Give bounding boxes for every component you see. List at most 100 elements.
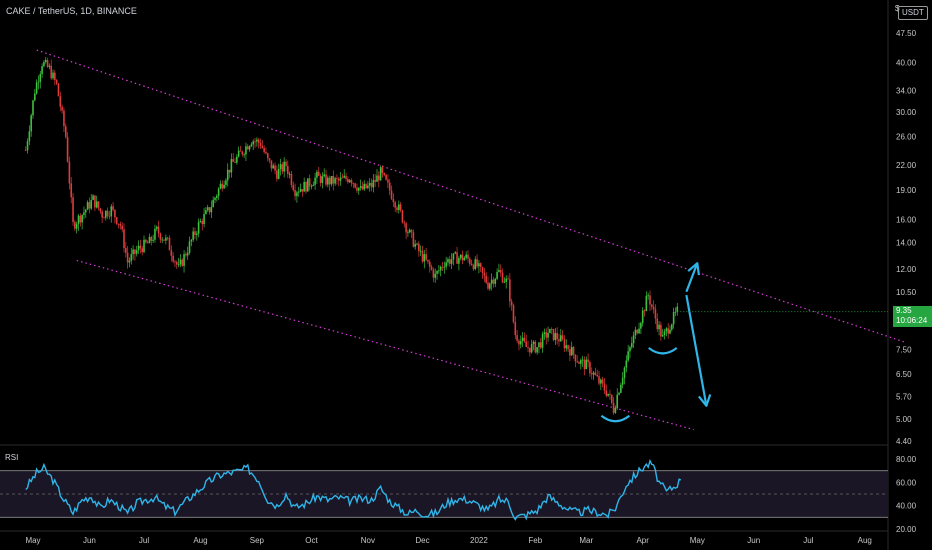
candle-body xyxy=(172,255,174,262)
candle-body xyxy=(259,142,262,147)
candle-body xyxy=(256,139,258,142)
candle-body xyxy=(441,266,444,268)
candle-body xyxy=(181,259,184,266)
time-tick-label: May xyxy=(25,536,40,545)
candle-body xyxy=(472,264,475,270)
candle-body xyxy=(661,335,664,337)
candle-body xyxy=(671,324,673,330)
candle-body xyxy=(285,161,287,167)
candle-body xyxy=(332,175,335,184)
candle-body xyxy=(63,110,65,127)
candle-body xyxy=(105,210,107,218)
candle-body xyxy=(287,166,289,175)
price-tick-label: 5.00 xyxy=(896,415,912,424)
candle-body xyxy=(587,359,589,363)
candle-body xyxy=(214,197,216,200)
candle-body xyxy=(139,245,142,249)
candle-body xyxy=(434,273,437,278)
candle-body xyxy=(545,332,548,338)
candle-body xyxy=(459,254,462,259)
candle-body xyxy=(623,367,626,378)
candle-body xyxy=(630,343,633,348)
price-tick-label: 19.00 xyxy=(896,186,917,195)
candle-body xyxy=(367,185,369,189)
candle-body xyxy=(305,182,307,192)
candle-body xyxy=(50,65,52,79)
rsi-tick-label: 80.00 xyxy=(896,455,917,464)
candle-body xyxy=(196,233,198,235)
candle-body xyxy=(474,259,477,270)
candle-body xyxy=(112,206,114,210)
candle-body xyxy=(612,402,615,413)
bottom-curve-marker xyxy=(648,347,678,355)
candle-body xyxy=(325,174,327,185)
candle-body xyxy=(37,81,40,83)
candle-body xyxy=(303,182,305,192)
candle-body xyxy=(252,141,255,145)
candle-body xyxy=(312,184,315,186)
rsi-label: RSI xyxy=(5,453,19,462)
candle-body xyxy=(512,305,515,323)
candle-body xyxy=(363,183,366,190)
candle-body xyxy=(125,248,127,253)
candle-body xyxy=(347,178,349,183)
candle-body xyxy=(552,329,555,341)
candle-body xyxy=(59,96,62,107)
time-tick-label: Aug xyxy=(193,536,207,545)
last-price-label: 9.35 10:06:24 xyxy=(893,306,932,327)
candle-body xyxy=(669,329,671,334)
candle-body xyxy=(660,324,662,337)
candle-body xyxy=(319,175,322,183)
candle-body xyxy=(525,341,528,348)
candle-body xyxy=(640,322,642,329)
candle-body xyxy=(452,253,455,260)
candle-body xyxy=(126,252,129,263)
currency-button[interactable]: USDT xyxy=(898,6,928,20)
time-tick-label: Jun xyxy=(83,536,96,545)
candle-body xyxy=(385,174,387,180)
time-tick-label: Feb xyxy=(528,536,542,545)
candle-body xyxy=(530,343,533,353)
candle-body xyxy=(521,337,524,341)
candle-body xyxy=(518,340,520,345)
candle-body xyxy=(134,249,136,254)
candle-body xyxy=(94,195,96,208)
candle-body xyxy=(35,82,38,94)
candle-body xyxy=(199,221,202,223)
candle-body xyxy=(423,254,426,262)
candle-body xyxy=(203,214,205,225)
candle-body xyxy=(28,131,31,142)
candle-body xyxy=(447,259,449,263)
candle-body xyxy=(578,362,580,364)
candle-body xyxy=(274,165,276,171)
candle-body xyxy=(141,248,143,253)
candle-body xyxy=(290,173,293,186)
candle-body xyxy=(414,244,416,247)
candle-body xyxy=(507,278,509,280)
candle-body xyxy=(534,341,537,353)
channel-lower-line xyxy=(76,259,694,431)
arrow-up-shaft xyxy=(685,262,699,293)
candle-body xyxy=(589,362,591,374)
candle-body xyxy=(212,199,214,208)
candle-body xyxy=(70,183,73,198)
candle-body xyxy=(166,237,169,239)
candle-body xyxy=(79,215,82,223)
candle-body xyxy=(219,183,222,189)
time-tick-label: Dec xyxy=(415,536,429,545)
candle-body xyxy=(581,359,584,361)
candle-body xyxy=(481,267,484,273)
candle-body xyxy=(68,161,71,184)
candle-body xyxy=(237,150,240,157)
price-tick-label: 14.00 xyxy=(896,238,917,247)
candle-body xyxy=(430,266,433,270)
candle-body xyxy=(52,72,54,79)
candle-body xyxy=(272,165,275,169)
time-tick-label: Aug xyxy=(858,536,872,545)
candle-body xyxy=(226,169,229,181)
candle-body xyxy=(327,177,329,185)
candle-body xyxy=(629,347,631,352)
candle-body xyxy=(550,329,553,330)
candle-body xyxy=(412,232,415,247)
